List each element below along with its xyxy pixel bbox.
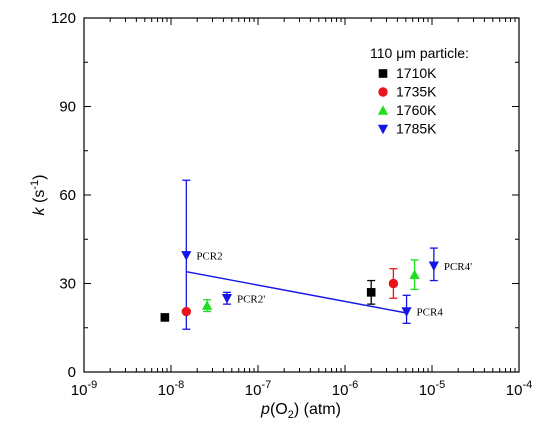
y-tick-label: 60: [59, 187, 76, 204]
point-annotation: PCR2: [196, 250, 222, 262]
data-point: [409, 269, 420, 279]
data-point: [401, 307, 412, 317]
x-tick-label: 10-9: [71, 379, 97, 399]
annotations: PCR2 PCR2' PCR4 PCR4': [196, 250, 472, 318]
fit-line-group: [186, 271, 407, 314]
data-point: [428, 261, 439, 272]
legend-label: 1785K: [396, 121, 437, 137]
legend-label: 1760K: [396, 102, 437, 118]
plot-frame: [83, 17, 520, 373]
y-tick-label: 90: [59, 99, 76, 116]
legend-title: 110 μm particle:: [370, 45, 469, 61]
legend-marker: [378, 87, 388, 97]
x-tick-label: 10-6: [332, 379, 358, 399]
legend-label: 1735K: [396, 84, 437, 100]
data-points: [160, 251, 439, 322]
axis-ticks: 10-9 10-8 10-7 10-6 10-5 10-4 0 30 60 90 120: [51, 10, 532, 399]
y-tick-label: 120: [51, 10, 76, 27]
data-point: [221, 293, 233, 304]
data-point: [202, 300, 213, 310]
x-tick-label: 10-4: [506, 379, 532, 399]
data-point: [388, 278, 399, 289]
legend-marker: [377, 124, 389, 135]
point-annotation: PCR4: [417, 307, 444, 319]
data-point: [181, 251, 192, 261]
data-point: [366, 288, 376, 297]
point-annotation: PCR2': [237, 293, 265, 305]
x-tick-label: 10-5: [419, 379, 445, 399]
x-tick-label: 10-8: [158, 379, 184, 399]
data-point: [160, 313, 170, 322]
data-point: [181, 306, 192, 317]
point-annotation: PCR4': [444, 261, 472, 273]
y-tick-label: 30: [59, 276, 76, 293]
x-tick-label: 10-7: [245, 379, 271, 399]
fit-line: [186, 271, 407, 314]
x-axis-title: p(O2) (atm): [260, 401, 341, 421]
legend: 110 μm particle: 1710K 1735K 1760K 1785K: [370, 45, 469, 137]
legend-marker: [378, 69, 388, 78]
legend-label: 1710K: [396, 65, 437, 81]
legend-marker: [377, 105, 389, 115]
y-axis-title: k (s-1): [29, 175, 48, 216]
y-tick-label: 0: [68, 364, 76, 381]
